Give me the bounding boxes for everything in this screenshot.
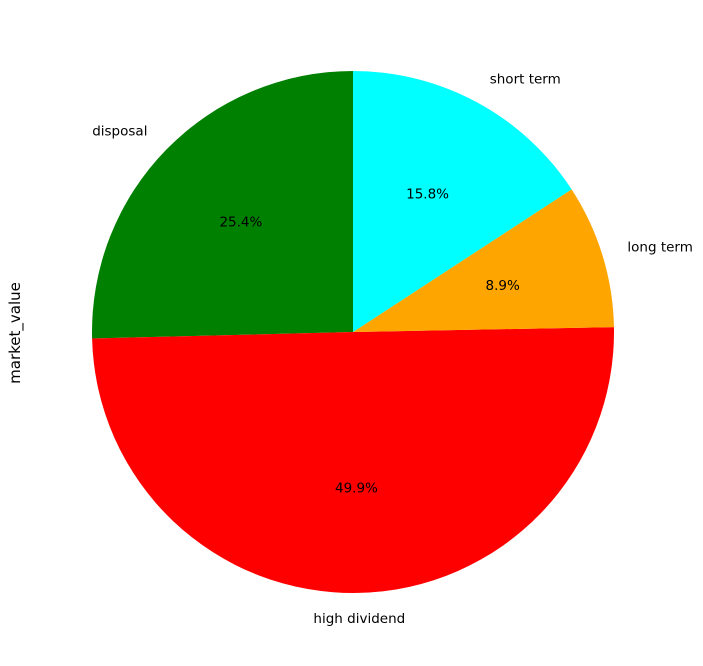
slice-percent-high-dividend: 49.9% [335, 481, 378, 497]
slice-label-high-dividend: high dividend [313, 611, 405, 627]
pie-slice-short-term [353, 71, 572, 332]
slice-percent-disposal: 25.4% [219, 215, 262, 231]
slice-percent-short-term: 15.8% [406, 186, 449, 202]
slice-percent-long-term: 8.9% [486, 278, 520, 294]
y-axis-label: market_value [6, 282, 25, 384]
pie-slice-high-dividend [92, 327, 614, 593]
slice-label-disposal: disposal [92, 124, 147, 140]
pie-slice-long-term [353, 189, 614, 332]
pie-slice-disposal [91, 71, 353, 339]
slice-label-long-term: long term [627, 240, 693, 256]
pie-slices [91, 71, 614, 593]
pie-labels: disposal 25.4% high dividend 49.9% long term… [92, 72, 693, 627]
slice-label-short-term: short term [490, 72, 561, 88]
